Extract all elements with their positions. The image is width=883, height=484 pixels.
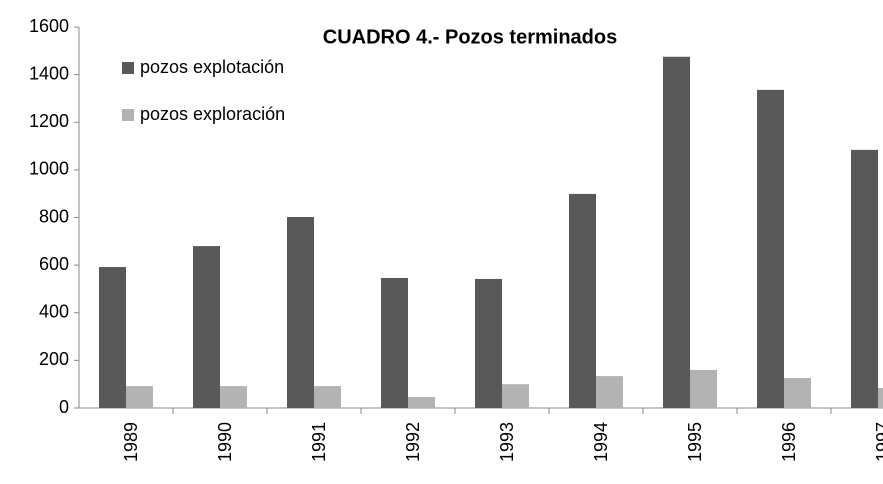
y-tick-label: 1000 bbox=[29, 159, 69, 179]
bar bbox=[690, 369, 717, 408]
bar bbox=[193, 246, 220, 408]
y-tick-label: 200 bbox=[39, 349, 69, 369]
legend-label: pozos exploración bbox=[140, 104, 285, 124]
y-tick-label: 600 bbox=[39, 254, 69, 274]
x-tick-label: 1996 bbox=[779, 422, 799, 462]
x-tick-label: 1992 bbox=[403, 422, 423, 462]
bar bbox=[596, 376, 623, 408]
bar bbox=[475, 278, 502, 408]
legend-swatch bbox=[122, 62, 134, 74]
x-tick-label: 1997 bbox=[873, 422, 883, 462]
x-tick-label: 1994 bbox=[591, 422, 611, 462]
bar bbox=[408, 397, 435, 408]
bar bbox=[569, 193, 596, 408]
x-tick-label: 1989 bbox=[121, 422, 141, 462]
bar bbox=[220, 386, 247, 408]
x-tick-label: 1991 bbox=[309, 422, 329, 462]
bar bbox=[126, 386, 153, 408]
y-tick-label: 1600 bbox=[29, 16, 69, 36]
bar bbox=[502, 384, 529, 408]
x-tick-label: 1995 bbox=[685, 422, 705, 462]
bar bbox=[99, 267, 126, 408]
y-tick-label: 800 bbox=[39, 206, 69, 226]
x-tick-label: 1990 bbox=[215, 422, 235, 462]
legend-label: pozos explotación bbox=[140, 57, 284, 77]
bar bbox=[314, 386, 341, 408]
chart-title: CUADRO 4.- Pozos terminados bbox=[323, 26, 617, 48]
bar bbox=[663, 56, 690, 408]
bar bbox=[851, 149, 878, 408]
bar bbox=[878, 387, 883, 408]
y-tick-label: 1400 bbox=[29, 63, 69, 83]
bar bbox=[287, 217, 314, 408]
y-tick-label: 1200 bbox=[29, 111, 69, 131]
legend-swatch bbox=[122, 109, 134, 121]
y-tick-label: 0 bbox=[59, 397, 69, 417]
x-tick-label: 1993 bbox=[497, 422, 517, 462]
bar bbox=[381, 277, 408, 408]
y-tick-label: 400 bbox=[39, 302, 69, 322]
bar bbox=[784, 377, 811, 408]
bar bbox=[757, 89, 784, 409]
